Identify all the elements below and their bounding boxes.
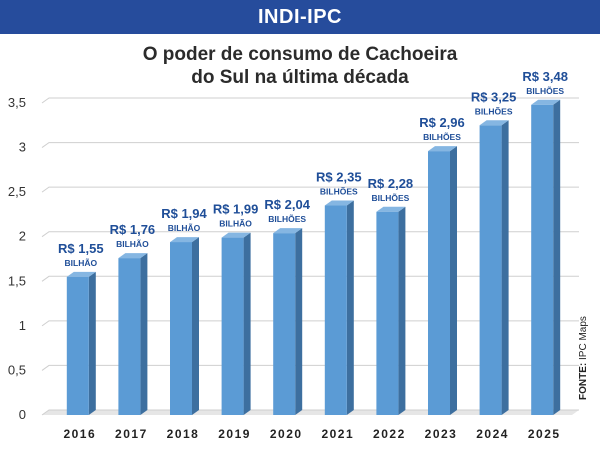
bar-unit-label: BILHÕES (423, 132, 461, 142)
bar-top (324, 200, 354, 206)
bar (324, 205, 347, 415)
y-tick-label: 3 (19, 140, 26, 155)
bar-unit-label: BILHÃO (65, 258, 98, 268)
bar-value-label: R$ 1,94 (161, 206, 207, 221)
bar-top (118, 253, 148, 259)
y-tick-label: 2 (19, 229, 26, 244)
source-prefix: FONTE: (578, 362, 589, 400)
bar-side (346, 200, 354, 415)
x-tick-label: 2024 (476, 427, 509, 441)
bar-side (88, 271, 96, 415)
x-tick-label: 2021 (321, 427, 354, 441)
source-text: IPC Maps (578, 316, 589, 360)
bar-unit-label: BILHÃO (116, 239, 149, 249)
x-tick-label: 2023 (425, 427, 458, 441)
bar (170, 242, 192, 415)
bar-value-label: R$ 1,76 (110, 222, 156, 237)
gridline (41, 142, 579, 148)
bar-side (398, 206, 406, 415)
bar-value-label: R$ 2,04 (264, 197, 310, 212)
bar-top (428, 146, 457, 152)
bar (66, 276, 89, 415)
bar-value-label: R$ 2,96 (419, 115, 465, 130)
chart-title: O poder de consumo de Cachoeira do Sul n… (0, 43, 600, 89)
bar-side (501, 120, 509, 416)
y-tick-label: 0,5 (8, 362, 26, 377)
bar-unit-label: BILHÕES (372, 193, 410, 203)
x-tick-label: 2025 (528, 427, 561, 441)
bar (479, 125, 502, 416)
bar-unit-label: BILHÃO (219, 219, 252, 229)
x-tick-label: 2017 (115, 427, 148, 441)
gridline (41, 97, 579, 104)
bar-value-label: R$ 1,99 (213, 202, 259, 217)
y-tick-label: 0 (19, 407, 26, 422)
bar-top (66, 271, 96, 277)
bar-unit-label: BILHÃO (168, 223, 201, 233)
bar-side (140, 253, 148, 415)
bar-value-label: R$ 3,48 (522, 69, 568, 84)
bar-side (192, 237, 199, 415)
bar-unit-label: BILHÕES (526, 86, 564, 96)
y-tick-label: 2,5 (8, 184, 26, 199)
bar-unit-label: BILHÕES (268, 214, 306, 224)
bar-value-label: R$ 1,55 (58, 241, 104, 256)
x-tick-label: 2020 (270, 427, 303, 441)
y-tick-label: 3,5 (8, 95, 26, 110)
chart-title-line-1: O poder de consumo de Cachoeira (142, 44, 458, 65)
bar-top (531, 99, 561, 105)
y-tick-label: 1,5 (8, 273, 26, 288)
y-tick-label: 1 (19, 318, 26, 333)
bar-value-label: R$ 2,28 (368, 176, 414, 191)
bar (428, 151, 450, 415)
x-tick-label: 2022 (373, 427, 406, 441)
bar-top (170, 237, 199, 243)
bar-top (221, 232, 251, 238)
header-banner: INDI-IPC (0, 0, 600, 34)
bar (531, 104, 554, 415)
bar-top (376, 206, 406, 212)
bar (221, 237, 244, 415)
bar-value-label: R$ 3,25 (471, 89, 517, 104)
bar-unit-label: BILHÕES (320, 187, 358, 197)
x-tick-label: 2016 (63, 427, 96, 441)
bar (273, 233, 296, 415)
bar-side (243, 232, 251, 415)
bar-side (295, 228, 303, 415)
x-tick-label: 2019 (218, 427, 251, 441)
source-credit: FONTE: IPC Maps (578, 316, 589, 400)
bar-top (479, 120, 509, 126)
gridline (41, 186, 579, 193)
x-tick-label: 2018 (167, 427, 200, 441)
header-label: INDI-IPC (258, 6, 342, 28)
bar-side (450, 146, 457, 415)
chart-title-line-2: do Sul na última década (191, 67, 409, 88)
bar-side (553, 99, 561, 415)
bar-unit-label: BILHÕES (475, 106, 513, 116)
bar (376, 211, 399, 415)
bar-value-label: R$ 2,35 (316, 170, 362, 185)
bar-top (273, 228, 303, 234)
bar (118, 258, 141, 415)
